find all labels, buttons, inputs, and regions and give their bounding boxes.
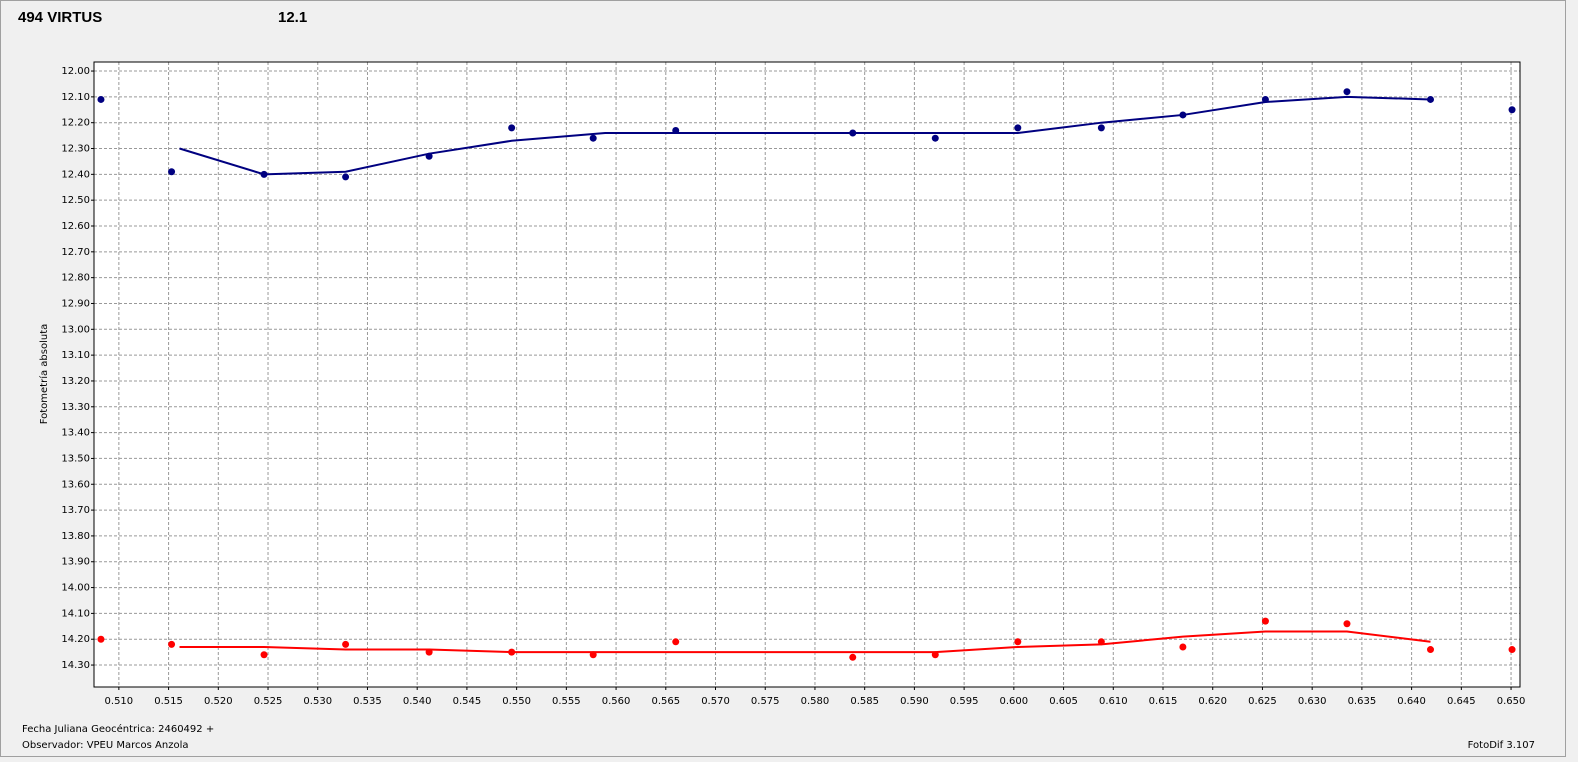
x-tick-label: 0.645 [1447, 696, 1476, 707]
x-tick-label: 0.525 [254, 696, 283, 707]
y-tick-label: 14.10 [61, 608, 90, 619]
y-tick-label: 13.40 [61, 428, 90, 439]
data-point [1014, 638, 1022, 646]
y-tick-label: 12.60 [61, 221, 90, 232]
x-tick-label: 0.605 [1049, 696, 1078, 707]
x-tick-label: 0.610 [1099, 696, 1128, 707]
chart-title: 494 VIRTUS [18, 9, 102, 26]
x-axis-label: Fecha Juliana Geocéntrica: 2460492 + [22, 723, 214, 735]
data-point [1014, 124, 1022, 132]
fit-line [179, 630, 1431, 654]
data-point [97, 635, 105, 643]
data-point [1508, 646, 1516, 654]
data-point [1179, 643, 1187, 651]
y-tick-label: 13.80 [61, 531, 90, 542]
y-tick-label: 12.90 [61, 298, 90, 309]
x-tick-label: 0.510 [105, 696, 134, 707]
x-tick-label: 0.590 [900, 696, 929, 707]
data-point [168, 640, 176, 648]
x-tick-label: 0.635 [1348, 696, 1377, 707]
plot-area [94, 62, 1520, 687]
y-tick-label: 13.60 [61, 479, 90, 490]
y-tick-label: 12.30 [61, 144, 90, 155]
x-tick-label: 0.575 [751, 696, 780, 707]
data-point [1508, 106, 1516, 114]
x-tick-label: 0.545 [453, 696, 482, 707]
software-note: FotoDif 3.107 [1468, 740, 1535, 751]
x-tick-label: 0.585 [850, 696, 879, 707]
y-tick-label: 12.20 [61, 118, 90, 129]
y-tick-label: 12.00 [61, 66, 90, 77]
y-tick-label: 13.20 [61, 376, 90, 387]
x-tick-label: 0.600 [1000, 696, 1029, 707]
x-tick-label: 0.540 [403, 696, 432, 707]
y-axis-label: Fotometría absoluta [38, 324, 50, 425]
x-tick-label: 0.570 [701, 696, 730, 707]
data-point [342, 640, 350, 648]
y-tick-label: 14.20 [61, 634, 90, 645]
data-point [1097, 124, 1105, 132]
y-tick-label: 12.10 [61, 92, 90, 103]
x-tick-label: 0.520 [204, 696, 233, 707]
x-tick-label: 0.565 [651, 696, 680, 707]
y-tick-label: 12.50 [61, 195, 90, 206]
data-point [1261, 617, 1269, 625]
x-tick-label: 0.625 [1248, 696, 1277, 707]
x-tick-label: 0.650 [1497, 696, 1526, 707]
chart-subtitle: 12.1 [278, 9, 307, 26]
x-tick-label: 0.535 [353, 696, 382, 707]
data-point [1427, 646, 1435, 654]
x-tick-label: 0.560 [602, 696, 631, 707]
data-point [1343, 620, 1351, 628]
data-point [849, 653, 857, 661]
data-point [1343, 88, 1351, 96]
x-tick-label: 0.630 [1298, 696, 1327, 707]
y-tick-label: 14.00 [61, 583, 90, 594]
y-tick-label: 13.70 [61, 505, 90, 516]
data-point [672, 638, 680, 646]
data-point [589, 134, 597, 142]
y-tick-label: 12.40 [61, 169, 90, 180]
data-point [342, 173, 350, 181]
y-tick-label: 13.10 [61, 350, 90, 361]
data-point [168, 168, 176, 176]
data-point [97, 95, 105, 103]
x-tick-label: 0.515 [154, 696, 183, 707]
y-tick-label: 13.90 [61, 557, 90, 568]
y-tick-label: 13.30 [61, 402, 90, 413]
plot-border [93, 61, 1521, 688]
y-tick-label: 13.00 [61, 324, 90, 335]
data-point [260, 651, 268, 659]
data-point [508, 124, 516, 132]
x-tick-label: 0.580 [801, 696, 830, 707]
x-tick-label: 0.595 [950, 696, 979, 707]
y-tick-label: 12.70 [61, 247, 90, 258]
x-tick-label: 0.555 [552, 696, 581, 707]
x-tick-label: 0.620 [1198, 696, 1227, 707]
data-point [931, 134, 939, 142]
y-tick-label: 12.80 [61, 273, 90, 284]
x-tick-label: 0.550 [502, 696, 531, 707]
y-tick-label: 14.30 [61, 660, 90, 671]
fit-line [179, 95, 1431, 176]
x-tick-label: 0.615 [1149, 696, 1178, 707]
x-tick-label: 0.640 [1397, 696, 1426, 707]
y-tick-label: 13.50 [61, 453, 90, 464]
observer-note: Observador: VPEU Marcos Anzola [22, 740, 188, 751]
x-tick-label: 0.530 [303, 696, 332, 707]
